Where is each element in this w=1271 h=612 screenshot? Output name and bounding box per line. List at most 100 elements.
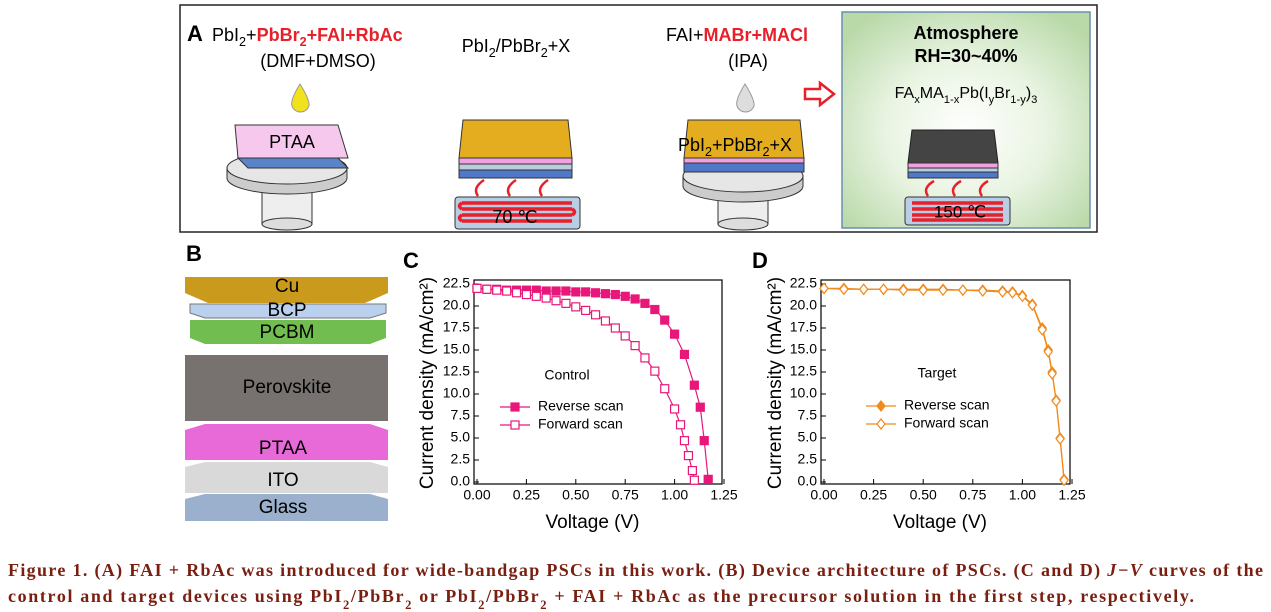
marker <box>551 286 561 296</box>
text-segment: 2 <box>489 46 496 60</box>
marker <box>1059 474 1069 487</box>
text-segment: 3 <box>1031 94 1037 106</box>
substrate-label: PTAA <box>269 132 315 152</box>
y-tick-label: 2.5 <box>798 451 818 467</box>
text-segment: 2 <box>239 35 246 49</box>
marker <box>571 302 581 312</box>
marker <box>521 289 532 300</box>
marker <box>669 329 680 339</box>
text-segment: 2 <box>705 145 712 159</box>
y-tick-label: 20.0 <box>443 297 470 313</box>
arrow <box>803 80 837 108</box>
layer <box>907 162 999 169</box>
text-segment: ) <box>1026 85 1031 102</box>
annotation: Control <box>544 367 589 383</box>
panel-b: B Cu BCP PCBM Perovskite PTAA ITO Glass <box>185 241 388 521</box>
marker <box>878 283 889 296</box>
marker <box>695 402 705 412</box>
layer <box>185 462 388 493</box>
text-segment: FAI+ <box>666 25 704 45</box>
x-tick-label: 0.75 <box>612 487 639 503</box>
legend-label: Forward scan <box>538 416 623 432</box>
text-segment: FA <box>895 85 915 102</box>
panel-label: C <box>403 248 419 273</box>
x-axis-label: Voltage (V) <box>893 512 987 533</box>
film1-formula: PbI2/PbBr2+X <box>462 36 571 61</box>
x-tick-label: 0.00 <box>810 487 837 503</box>
marker <box>699 436 709 446</box>
x-tick-label: 0.75 <box>959 487 986 503</box>
text-segment: 2 <box>300 35 307 49</box>
text-segment: or PbI <box>413 586 476 606</box>
layer <box>185 355 388 421</box>
text-segment: + FAI + RbAc as the precursor solution i… <box>548 586 1194 606</box>
marker <box>650 304 660 315</box>
heat-arrow <box>474 178 549 197</box>
text-segment: /PbBr <box>350 586 404 606</box>
marker <box>689 475 699 485</box>
step2-formula: FAI+MABr+MACl <box>666 25 808 45</box>
text-segment: PbI <box>462 36 489 56</box>
film2-formula: PbI2+PbBr2+X <box>678 135 792 160</box>
layer <box>907 129 999 164</box>
x-tick-label: 1.00 <box>1009 487 1036 503</box>
text-segment: +FAI+RbAc <box>307 25 403 45</box>
text-segment: Figure 1. (A) FAI + RbAc was introduced … <box>8 560 1106 581</box>
text-segment: MABr+MACl <box>704 25 809 45</box>
marker <box>551 296 561 306</box>
legend-marker <box>876 418 886 430</box>
y-tick-label: 15.0 <box>790 341 817 357</box>
layer-label: Cu <box>275 276 299 297</box>
marker <box>610 323 620 333</box>
y-tick-label: 17.5 <box>790 319 817 335</box>
marker <box>590 310 601 320</box>
text-segment: PbBr <box>257 25 300 45</box>
heater-coil <box>457 201 577 223</box>
layer-label: BCP <box>267 300 306 321</box>
y-tick-label: 5.0 <box>451 429 471 445</box>
layer-label: ITO <box>267 470 298 491</box>
text-segment: /PbBr <box>485 586 539 606</box>
inset-formula: FAxMA1-xPb(IyBr1-y)3 <box>895 85 1038 106</box>
text-segment: PbI <box>212 25 239 45</box>
marker <box>679 349 690 359</box>
marker <box>561 286 571 296</box>
y-tick-label: 10.0 <box>790 385 817 401</box>
marker <box>1027 299 1038 312</box>
text-segment: control and target devices using PbI <box>8 586 341 606</box>
marker <box>660 315 670 325</box>
marker <box>630 294 640 304</box>
marker <box>679 436 690 446</box>
heat-arrow <box>924 179 989 197</box>
panel-label: A <box>187 21 203 46</box>
layer <box>185 277 388 303</box>
text-segment: 2 <box>763 145 770 159</box>
heater-coil <box>912 201 1003 222</box>
legend-label: Forward scan <box>904 415 989 431</box>
text-segment: y <box>989 94 995 106</box>
marker <box>600 289 611 299</box>
x-tick-label: 1.00 <box>661 487 688 503</box>
marker <box>630 341 640 351</box>
text-segment: 1-x <box>944 94 960 106</box>
marker <box>1007 286 1018 299</box>
text-segment: 2 <box>478 598 484 612</box>
legend-marker <box>510 420 520 430</box>
text-segment: PbI <box>678 135 705 155</box>
y-tick-label: 12.5 <box>443 363 470 379</box>
series-line <box>823 287 1065 481</box>
text-segment: +X <box>770 135 793 155</box>
text-segment: 1-y <box>1010 94 1026 106</box>
layer-label: PTAA <box>259 438 308 459</box>
x-axis-label: Voltage (V) <box>546 512 640 533</box>
marker <box>958 284 968 297</box>
marker <box>1051 395 1061 408</box>
series-line <box>824 287 1065 480</box>
layer <box>458 119 573 159</box>
marker <box>898 284 909 297</box>
layer <box>234 124 349 159</box>
chart: 0.0 2.5 5.0 7.5 10.0 12.5 15.0 17.5 20.0 22.5 0.00… <box>752 248 1086 533</box>
text-segment: 2 <box>343 598 349 612</box>
panel-label: B <box>186 241 202 266</box>
